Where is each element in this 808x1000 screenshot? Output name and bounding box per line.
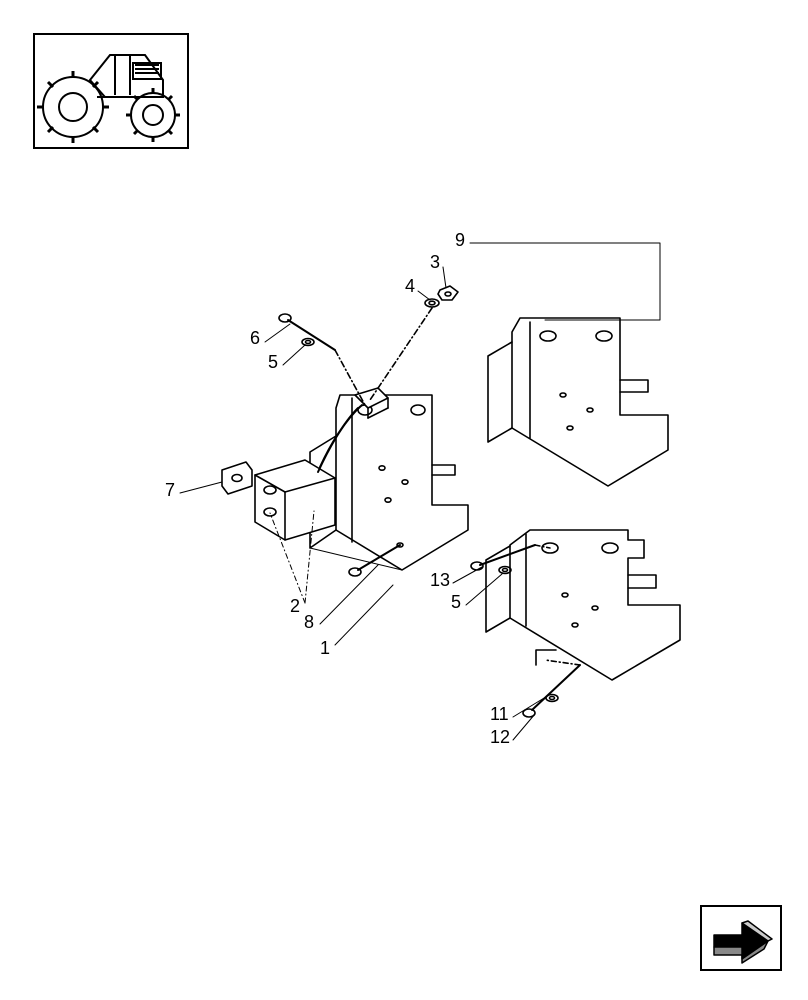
callout-8: 8 <box>304 612 314 633</box>
nav-icon-box[interactable] <box>700 905 782 971</box>
callout-5a: 5 <box>268 352 278 373</box>
callout-12: 12 <box>490 727 510 748</box>
callout-4: 4 <box>405 276 415 297</box>
parts-diagram <box>0 0 808 1000</box>
callout-5b: 5 <box>451 592 461 613</box>
callout-1: 1 <box>320 638 330 659</box>
callout-9: 9 <box>455 230 465 251</box>
callout-2: 2 <box>290 596 300 617</box>
navigation-arrow-icon <box>702 907 780 969</box>
callout-7: 7 <box>165 480 175 501</box>
callout-13: 13 <box>430 570 450 591</box>
callout-11: 11 <box>490 704 509 725</box>
callout-6: 6 <box>250 328 260 349</box>
callout-3: 3 <box>430 252 440 273</box>
